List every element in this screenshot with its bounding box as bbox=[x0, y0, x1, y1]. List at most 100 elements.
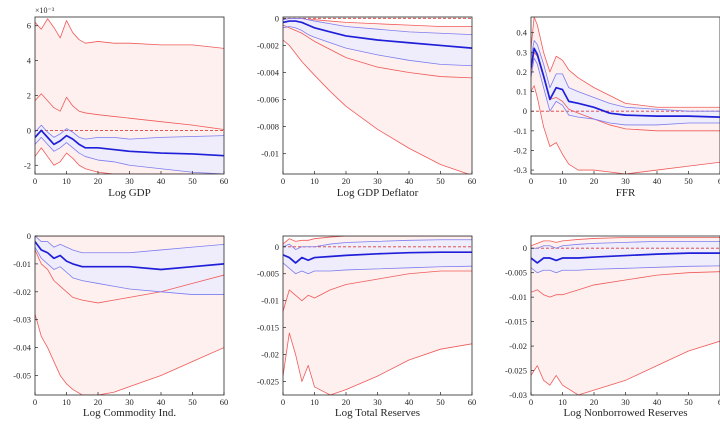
y-tick-label: -2 bbox=[24, 160, 31, 170]
outer-lower-line bbox=[531, 85, 720, 174]
outer-mid-line bbox=[531, 271, 720, 298]
inner-lower-line bbox=[35, 136, 224, 174]
x-tick-label: 10 bbox=[62, 397, 71, 407]
y-tick-label: 0 bbox=[523, 243, 527, 253]
x-tick-label: 40 bbox=[405, 176, 414, 186]
y-tick-label: -0.004 bbox=[257, 67, 280, 77]
y-tick-label: 0.3 bbox=[516, 47, 527, 57]
y-tick-label: -0.002 bbox=[257, 40, 279, 50]
x-tick-label: 20 bbox=[94, 397, 103, 407]
x-tick-label: 20 bbox=[94, 176, 103, 186]
outer-band-fill bbox=[283, 236, 472, 395]
inner-upper-line bbox=[35, 236, 224, 254]
outer-lower-line bbox=[283, 39, 470, 174]
panel-ffr: FFR 0 10 20 30 40 50 6 0.4 0.3 0.2 0.1 0 -0.1 -0.2 -0.… bbox=[514, 16, 720, 199]
inner-upper-line bbox=[283, 17, 472, 35]
x-tick-label: 30 bbox=[373, 397, 382, 407]
inner-upper-line bbox=[531, 40, 720, 112]
y-tick-label: -0.025 bbox=[257, 377, 279, 387]
y-tick-label: -0.02 bbox=[13, 287, 31, 297]
plot-area bbox=[283, 236, 472, 395]
x-tick-label: 40 bbox=[405, 397, 414, 407]
y-tick-label: -0.03 bbox=[509, 390, 527, 400]
inner-lower-line bbox=[531, 265, 720, 274]
x-tick-label: 20 bbox=[342, 397, 351, 407]
plot-area bbox=[283, 17, 472, 174]
x-tick-label: 0 bbox=[281, 176, 285, 186]
panel-title: Log GDP bbox=[108, 187, 150, 199]
inner-band-fill bbox=[531, 241, 720, 273]
x-tick-label: 10 bbox=[310, 176, 319, 186]
outer-band-fill bbox=[35, 18, 224, 174]
panel-title: Log Total Reserves bbox=[335, 407, 420, 419]
x-tick-label: 60 bbox=[468, 176, 477, 186]
x-tick-label: 50 bbox=[684, 397, 693, 407]
y-tick-label: -0.005 bbox=[257, 269, 279, 279]
x-tick-label: 40 bbox=[653, 397, 662, 407]
y-tick-label: -0.05 bbox=[13, 370, 31, 380]
inner-lower-line bbox=[283, 26, 472, 67]
x-tick-label: 60 bbox=[468, 397, 477, 407]
x-tick-label: 0 bbox=[529, 176, 533, 186]
plot-area bbox=[35, 236, 224, 395]
x-tick-label: 0 bbox=[33, 176, 37, 186]
inner-band-fill bbox=[35, 125, 224, 174]
x-tick-label: 50 bbox=[436, 176, 445, 186]
y-tick-label: -0.015 bbox=[505, 317, 527, 327]
inner-lower-line bbox=[283, 262, 472, 275]
x-tick-label: 50 bbox=[436, 397, 445, 407]
x-tick-label: 30 bbox=[125, 397, 134, 407]
y-tick-label: -0.01 bbox=[13, 259, 31, 269]
y-tick-label: -0.04 bbox=[13, 343, 31, 353]
x-tick-label: 40 bbox=[157, 397, 166, 407]
panel-log-total-reserves: Log Total Reserves 0 10 20 30 40 50 60 0 -0.005 -… bbox=[257, 235, 477, 419]
y-tick-label: -0.005 bbox=[505, 268, 527, 278]
median-line bbox=[283, 251, 472, 264]
y-tick-label: 0 bbox=[275, 242, 279, 252]
y-tick-label: -0.3 bbox=[514, 165, 527, 175]
y-tick-label: -0.03 bbox=[13, 315, 31, 325]
x-tick-label: 50 bbox=[684, 176, 693, 186]
x-tick-label: 30 bbox=[125, 176, 134, 186]
x-tick-label: 30 bbox=[373, 176, 382, 186]
y-tick-label: -0.01 bbox=[509, 292, 527, 302]
y-tick-label: 0 bbox=[523, 106, 527, 116]
panel-log-commodity-ind: Log Commodity Ind. 0 10 20 30 40 50 60 0 -0.01 -0… bbox=[13, 231, 228, 419]
x-tick-label: 10 bbox=[310, 397, 319, 407]
plot-area bbox=[531, 17, 720, 174]
y-tick-label: 0.4 bbox=[516, 28, 527, 38]
inner-band-fill bbox=[283, 239, 472, 274]
inner-upper-line bbox=[531, 240, 720, 249]
y-tick-label: 6 bbox=[27, 21, 31, 31]
outer-lower-line bbox=[35, 147, 224, 174]
y-tick-label: -0.01 bbox=[261, 296, 279, 306]
inner-lower-line bbox=[35, 246, 224, 295]
y-tick-label: 0.2 bbox=[516, 67, 527, 77]
x-tick-label: 10 bbox=[558, 397, 567, 407]
panel-title: FFR bbox=[616, 187, 636, 199]
plot-area bbox=[531, 237, 720, 395]
x-tick-label: 6 bbox=[718, 397, 720, 407]
panel-title: Log Nonborrowed Reserves bbox=[563, 407, 687, 419]
outer-upper-line bbox=[531, 17, 720, 108]
x-tick-label: 10 bbox=[558, 176, 567, 186]
x-tick-label: 20 bbox=[342, 176, 351, 186]
x-tick-label: 20 bbox=[590, 176, 599, 186]
inner-band-fill bbox=[35, 236, 224, 295]
y-tick-label: -0.01 bbox=[261, 149, 279, 159]
outer-lower-line bbox=[35, 314, 224, 395]
x-tick-label: 60 bbox=[220, 397, 229, 407]
y-tick-label: -0.2 bbox=[514, 145, 527, 155]
x-tick-label: 6 bbox=[718, 176, 720, 186]
median-line bbox=[35, 241, 224, 271]
outer-band-fill bbox=[531, 17, 720, 174]
panel-title: Log GDP Deflator bbox=[337, 187, 419, 199]
outer-mid-line bbox=[283, 24, 472, 79]
y-tick-label: 0 bbox=[275, 13, 279, 23]
y-tick-label: -0.02 bbox=[509, 341, 527, 351]
y-tick-label: -0.02 bbox=[261, 350, 279, 360]
plot-area bbox=[35, 18, 224, 174]
panel-title: Log Commodity Ind. bbox=[83, 407, 176, 419]
